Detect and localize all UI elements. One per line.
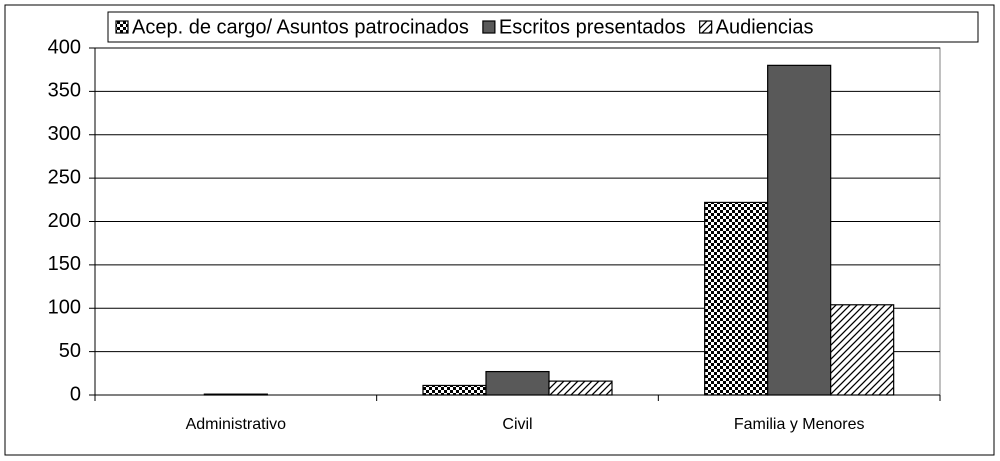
y-tick-label: 400 <box>48 36 81 58</box>
y-tick-label: 200 <box>48 210 81 232</box>
legend-swatch <box>482 20 496 34</box>
x-tick-label: Civil <box>502 416 532 433</box>
y-tick-label: 250 <box>48 166 81 188</box>
legend-label: Escritos presentados <box>499 16 686 38</box>
bar <box>548 380 613 396</box>
bar <box>422 384 487 396</box>
x-tick-label: Administrativo <box>186 416 287 433</box>
bar <box>767 64 832 396</box>
bar <box>704 201 769 396</box>
y-tick-label: 150 <box>48 253 81 275</box>
legend-label: Acep. de cargo/ Asuntos patrocinados <box>132 16 469 38</box>
legend-label: Audiencias <box>716 16 814 38</box>
y-tick-label: 0 <box>70 383 81 405</box>
y-tick-label: 50 <box>59 340 81 362</box>
y-tick-label: 350 <box>48 80 81 102</box>
bar <box>830 304 895 396</box>
x-tick-label: Familia y Menores <box>734 416 865 433</box>
y-tick-label: 100 <box>48 297 81 319</box>
legend-swatch <box>699 20 713 34</box>
legend-box <box>107 11 979 43</box>
legend-swatch <box>115 20 129 34</box>
bar <box>485 370 550 396</box>
y-tick-label: 300 <box>48 123 81 145</box>
